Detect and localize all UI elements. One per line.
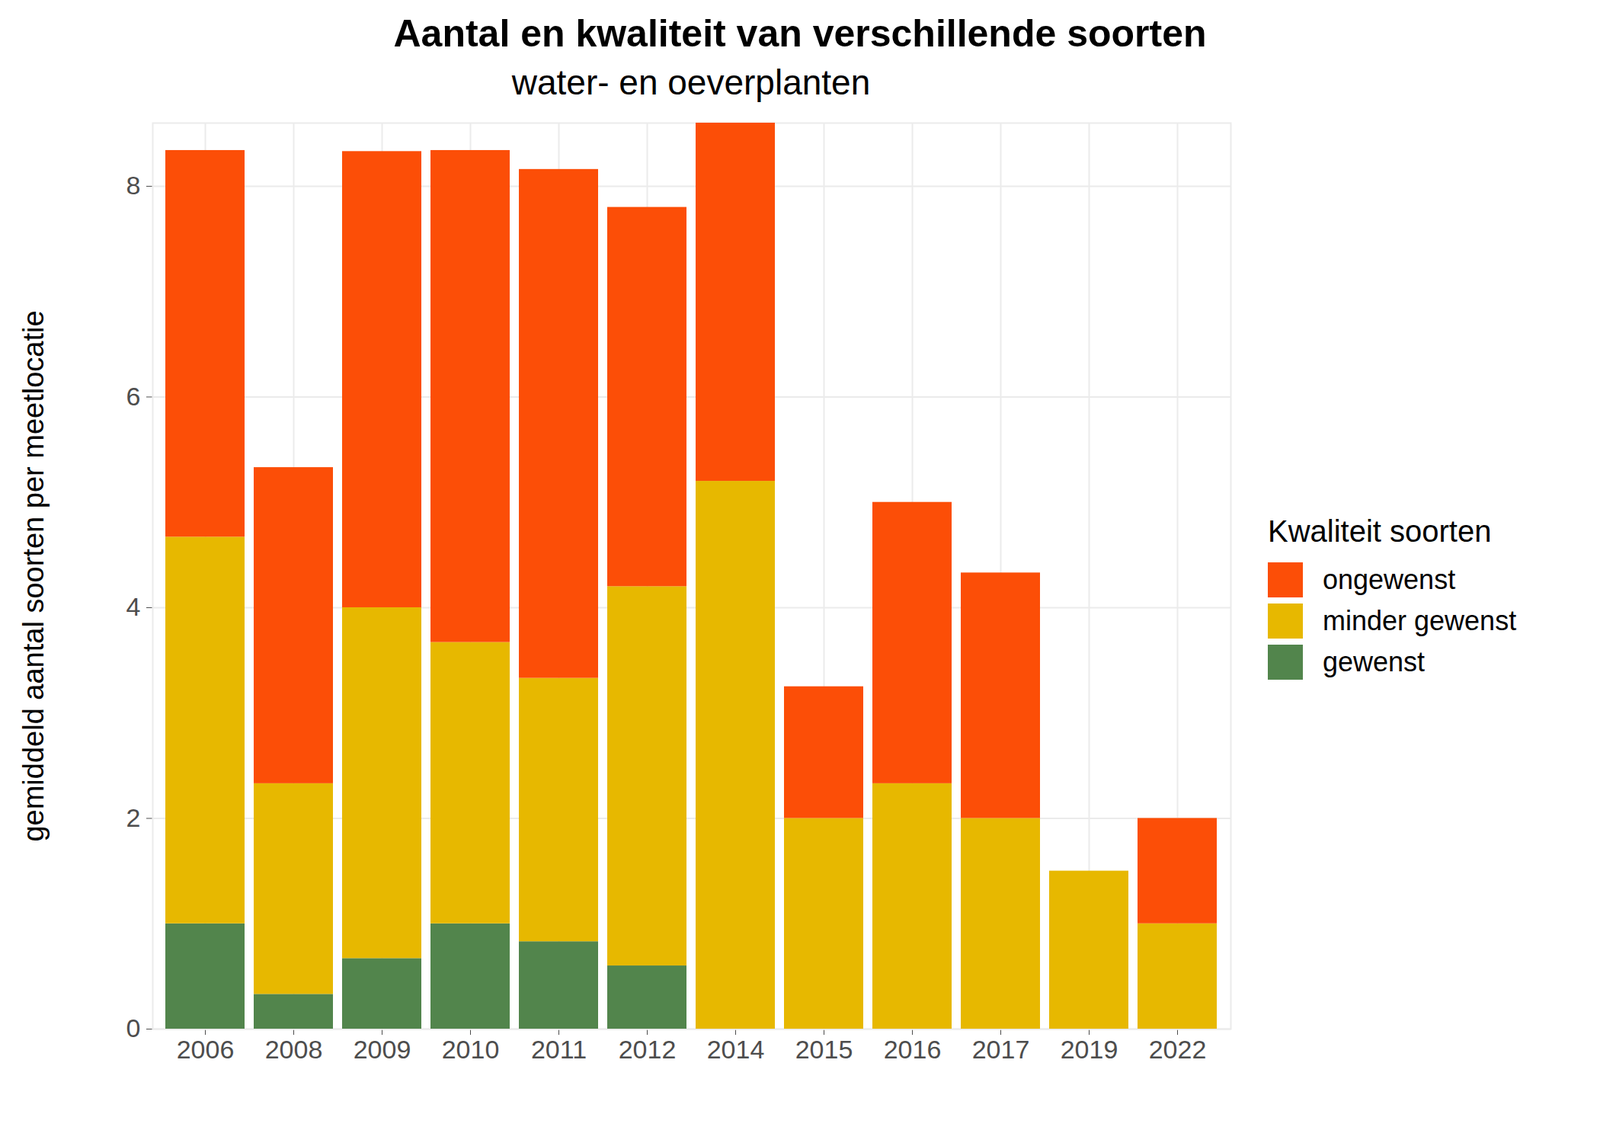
- svg-text:8: 8: [126, 170, 141, 200]
- svg-text:2011: 2011: [531, 1034, 587, 1064]
- svg-text:gemiddeld aantal soorten per m: gemiddeld aantal soorten per meetlocatie: [17, 310, 50, 842]
- svg-text:2008: 2008: [265, 1034, 324, 1064]
- html-text:Aantal en kwaliteit van versch: Aantal en kwaliteit van verschillende so…: [393, 12, 1207, 55]
- svg-text:0: 0: [126, 1013, 141, 1043]
- html-text:Kwaliteit soorten: Kwaliteit soorten: [1267, 513, 1492, 548]
- svg-text:2017: 2017: [972, 1034, 1031, 1064]
- svg-text:2019: 2019: [1060, 1034, 1119, 1064]
- html-text:water- en oeverplanten: water- en oeverplanten: [511, 62, 871, 103]
- html-text:ongewenst: ongewenst: [1322, 563, 1456, 595]
- svg-text:2015: 2015: [795, 1034, 854, 1064]
- svg-text:2016: 2016: [883, 1034, 942, 1064]
- html-text:gewenst: gewenst: [1322, 645, 1425, 677]
- svg-text:2012: 2012: [618, 1034, 677, 1064]
- svg-text:6: 6: [126, 381, 141, 411]
- svg-text:2022: 2022: [1148, 1034, 1207, 1064]
- svg-text:2006: 2006: [176, 1034, 235, 1064]
- svg-text:2014: 2014: [707, 1034, 765, 1064]
- svg-text:2: 2: [126, 803, 141, 832]
- svg-text:2010: 2010: [441, 1034, 500, 1064]
- svg-text:2009: 2009: [353, 1034, 412, 1064]
- svg-text:4: 4: [126, 592, 141, 621]
- html-text:minder gewenst: minder gewenst: [1322, 604, 1517, 636]
